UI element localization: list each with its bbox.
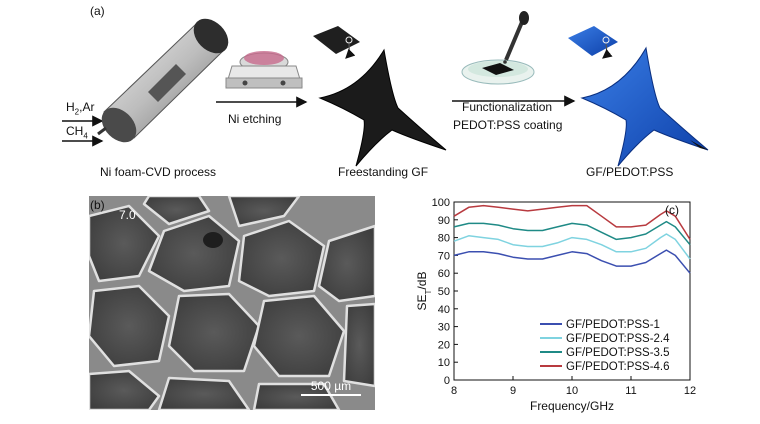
gas-label-2: CH4 xyxy=(66,124,88,141)
etching-label: Ni etching xyxy=(228,112,282,126)
dropper-dish-icon xyxy=(461,11,535,85)
y-axis: 0 10 20 30 40 50 60 70 80 90 100 xyxy=(432,197,458,387)
x-tick-label: 8 xyxy=(451,385,457,397)
series-line-4 xyxy=(453,204,691,240)
legend: GF/PEDOT:PSS-1 GF/PEDOT:PSS-2.4 GF/PEDOT:P… xyxy=(540,319,670,373)
se-chart: 0 10 20 30 40 50 60 70 80 90 100 8 9 10 11 12 (c) Freq… xyxy=(415,197,696,413)
y-tick-label: 30 xyxy=(438,322,450,334)
legend-label-2: GF/PEDOT:PSS-2.4 xyxy=(566,333,670,345)
scale-bar: 500 µm xyxy=(301,379,361,396)
gf-sample-icon xyxy=(313,26,360,59)
freestanding-gf-icon xyxy=(318,48,447,167)
x-tick-label: 11 xyxy=(625,385,636,397)
legend-label-3: GF/PEDOT:PSS-3.5 xyxy=(566,347,670,359)
gf-caption: Freestanding GF xyxy=(338,165,429,179)
y-axis-label: SET/dB xyxy=(415,272,433,311)
y-tick-label: 50 xyxy=(438,286,450,298)
y-tick-label: 10 xyxy=(438,357,450,369)
cvd-tube-icon xyxy=(97,18,229,143)
x-tick-label: 9 xyxy=(510,385,516,397)
coating-label-1: Functionalization xyxy=(462,100,553,114)
series-line-2 xyxy=(453,233,691,260)
y-tick-label: 40 xyxy=(438,304,450,316)
panel-c-label: (c) xyxy=(665,203,679,217)
sem-image: 7.0 500 µm xyxy=(89,196,375,410)
series-line-1 xyxy=(453,249,691,274)
hotplate-icon xyxy=(225,51,303,89)
y-tick-label: 80 xyxy=(438,233,450,245)
panel-a-label: (a) xyxy=(90,4,105,18)
series-line-3 xyxy=(453,220,691,246)
y-tick-label: 70 xyxy=(438,250,450,262)
x-axis: 8 9 10 11 12 xyxy=(451,376,696,397)
x-tick-label: 12 xyxy=(684,385,696,397)
x-tick-label: 10 xyxy=(566,385,578,397)
scale-line xyxy=(301,394,361,396)
y-tick-label: 20 xyxy=(438,339,450,351)
panel-b-label: (b) xyxy=(90,198,105,212)
coating-label-2: PEDOT:PSS coating xyxy=(453,118,563,132)
cvd-caption: Ni foam-CVD process xyxy=(100,165,217,179)
y-tick-label: 90 xyxy=(438,215,450,227)
x-axis-label: Frequency/GHz xyxy=(530,399,614,413)
y-tick-label: 0 xyxy=(444,375,450,387)
panel-a: (a) xyxy=(0,0,760,195)
series-lines xyxy=(453,204,691,274)
gas-label-1: H2,Ar xyxy=(66,100,95,117)
gf-pedot-caption: GF/PEDOT:PSS xyxy=(586,165,674,179)
sem-foam-texture xyxy=(89,196,375,410)
sem-tag: 7.0 xyxy=(119,208,136,222)
process-illustration xyxy=(62,11,709,167)
coated-sample-icon xyxy=(568,26,618,59)
gf-pedot-pss-icon xyxy=(580,46,709,167)
y-tick-label: 60 xyxy=(438,268,450,280)
scale-label: 500 µm xyxy=(310,379,352,393)
legend-label-1: GF/PEDOT:PSS-1 xyxy=(566,319,660,331)
y-tick-label: 100 xyxy=(432,197,450,209)
legend-label-4: GF/PEDOT:PSS-4.6 xyxy=(566,361,670,373)
